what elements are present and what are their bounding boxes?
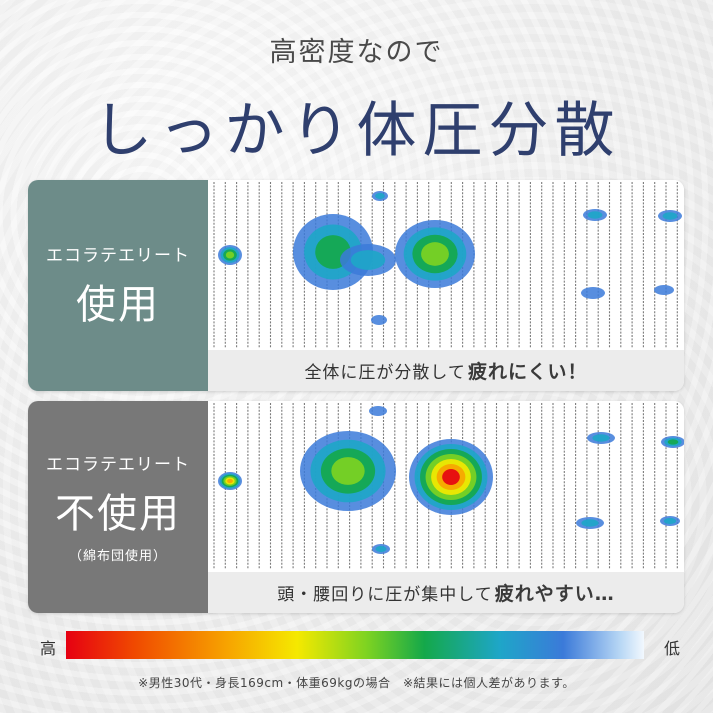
pressure-zone-hip — [409, 439, 493, 515]
pressure-map-without-product — [208, 401, 684, 571]
panel-label-with-product: エコラテエリート 使用 — [28, 180, 208, 391]
pressure-zone-hip — [395, 220, 475, 288]
subtitle: 高密度なので — [269, 37, 444, 68]
pressure-zone-leg — [581, 287, 605, 299]
product-name-label: エコラテエリート — [46, 455, 190, 475]
pressure-zone-leg — [583, 209, 607, 221]
panel-label-without-product: エコラテエリート 不使用 （綿布団使用） — [28, 401, 208, 613]
pressure-map-image — [213, 182, 682, 348]
scale-high-label: 高 — [40, 639, 57, 658]
caption-emphasis: 疲れやすい… — [494, 583, 615, 605]
pressure-map-with-product — [208, 180, 684, 350]
pressure-zone-shoulder — [300, 431, 396, 511]
caption-text: 全体に圧が分散して — [304, 363, 466, 383]
panel-without-product: エコラテエリート 不使用 （綿布団使用） 頭・腰回りに圧が集中して 疲れやすい… — [28, 401, 684, 613]
pressure-zone-leg — [654, 285, 674, 295]
pressure-zone — [369, 406, 387, 416]
usage-label: 不使用 — [55, 491, 181, 537]
pressure-zone — [371, 315, 387, 325]
pressure-zone-leg — [587, 432, 615, 444]
pressure-zone-head — [218, 472, 242, 490]
scale-low-label: 低 — [663, 639, 680, 658]
pressure-zone-leg — [576, 517, 604, 529]
footnote: ※男性30代・身長169cm・体重69kgの場合 ※結果には個人差があります。 — [138, 676, 575, 690]
product-name-label: エコラテエリート — [46, 246, 190, 266]
futon-note-label: （綿布団使用） — [68, 549, 167, 564]
pressure-zone-leg — [658, 210, 682, 222]
pressure-zone-leg — [661, 436, 684, 448]
pressure-zone-head — [218, 245, 242, 265]
caption-without-product: 頭・腰回りに圧が集中して 疲れやすい… — [208, 572, 684, 613]
usage-label: 使用 — [76, 282, 160, 328]
caption-with-product: 全体に圧が分散して 疲れにくい！ — [208, 350, 684, 391]
main-title: しっかり体圧分散 — [92, 96, 621, 166]
pressure-zone — [372, 544, 390, 554]
pressure-map-image — [213, 403, 684, 569]
scale-gradient-bar — [66, 631, 644, 659]
pressure-zone — [372, 191, 388, 201]
pressure-scale: 高 低 — [40, 629, 680, 665]
pressure-zone — [340, 244, 396, 276]
panel-with-product: エコラテエリート 使用 全体に圧が分散して 疲れにくい！ — [28, 180, 684, 391]
pressure-zone-leg — [660, 516, 680, 526]
caption-text: 頭・腰回りに圧が集中して — [277, 585, 493, 605]
caption-emphasis: 疲れにくい！ — [467, 361, 588, 383]
